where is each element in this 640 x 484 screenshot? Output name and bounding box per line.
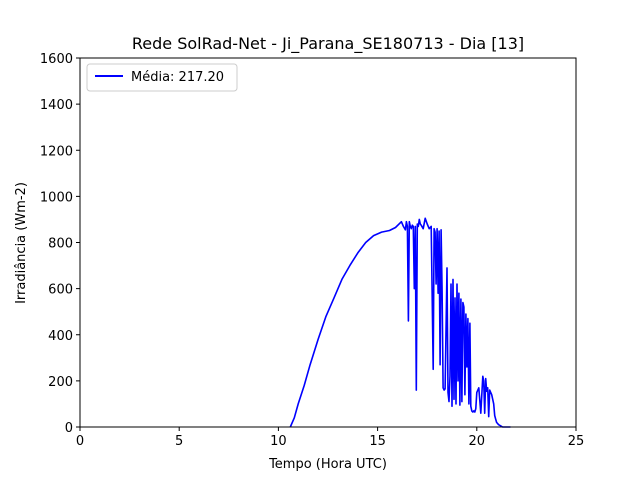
- x-tick-label: 5: [175, 434, 183, 449]
- x-tick-label: 0: [76, 434, 84, 449]
- legend-entry-label: Média: 217.20: [131, 70, 224, 85]
- series-line-0: [289, 217, 511, 428]
- plot-area: [289, 217, 511, 428]
- legend-box: [86, 63, 238, 92]
- y-tick-label: 1400: [40, 98, 73, 113]
- y-tick-label: 1600: [40, 52, 73, 67]
- x-tick-label: 15: [369, 434, 386, 449]
- x-tick-label: 20: [469, 434, 486, 449]
- chart-title: Rede SolRad-Net - Ji_Parana_SE180713 - D…: [132, 34, 524, 54]
- y-tick-label: 800: [48, 237, 73, 252]
- plot-frame: [79, 57, 577, 428]
- y-tick-label: 200: [48, 375, 73, 390]
- y-tick-label: 600: [48, 283, 73, 298]
- x-tick-label: 25: [568, 434, 585, 449]
- x-axis-label: Tempo (Hora UTC): [268, 457, 387, 472]
- y-axis-label: Irradiância (Wm-2): [14, 182, 29, 304]
- y-tick-label: 400: [48, 329, 73, 344]
- legend: Média: 217.20: [86, 63, 238, 92]
- y-tick-label: 1200: [40, 144, 73, 159]
- axes: 0 5 10 15 20 25 0 200 400 600 800 1000 1200 1400 1600: [40, 52, 584, 449]
- y-tick-label: 1000: [40, 190, 73, 205]
- y-tick-label: 0: [65, 421, 73, 436]
- x-tick-label: 10: [270, 434, 287, 449]
